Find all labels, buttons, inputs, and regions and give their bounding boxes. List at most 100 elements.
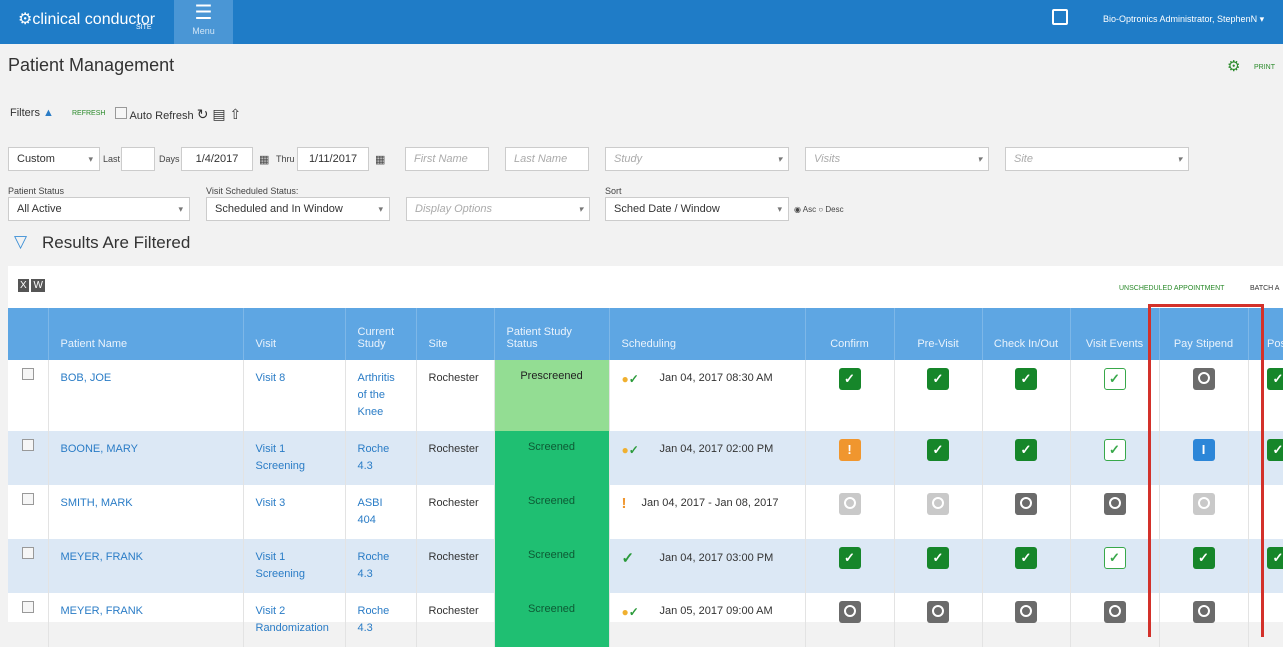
status-icon[interactable]: I <box>1192 439 1215 461</box>
status-icon[interactable] <box>838 601 861 623</box>
status-icon[interactable] <box>1192 601 1215 623</box>
schedule-text: Jan 04, 2017 08:30 AM <box>659 372 773 385</box>
status-icon[interactable] <box>927 601 949 623</box>
status-icon[interactable]: ✓ <box>1267 439 1283 461</box>
status-icon[interactable]: ✓ <box>1267 547 1283 569</box>
status-icon[interactable]: ✓ <box>1267 368 1283 390</box>
patient-status-select[interactable]: All Active <box>8 197 190 221</box>
link[interactable]: MEYER, FRANK <box>60 551 144 563</box>
filters-toggle[interactable]: Filters ▲ <box>10 107 54 119</box>
status-icon[interactable] <box>838 493 861 515</box>
schedule-text: Jan 04, 2017 03:00 PM <box>659 551 774 564</box>
cell-text: Rochester <box>428 605 479 617</box>
visit-status-select[interactable]: Scheduled and In Window <box>206 197 390 221</box>
status-icon[interactable] <box>1192 368 1215 390</box>
cell: Roche 4.3 <box>345 593 417 647</box>
status-icon[interactable]: ✓ <box>927 547 949 569</box>
link[interactable]: BOONE, MARY <box>60 443 138 455</box>
range-select[interactable]: Custom <box>8 147 100 171</box>
print-link[interactable]: PRINT <box>1254 64 1275 71</box>
to-date[interactable]: 1/11/2017 <box>297 147 369 171</box>
status-icon[interactable] <box>1103 601 1126 623</box>
visits-select[interactable]: Visits <box>805 147 989 171</box>
cal-icon[interactable]: ▦ <box>375 154 386 166</box>
status-icon[interactable] <box>1192 493 1215 515</box>
status-icon[interactable]: ✓ <box>1015 368 1037 390</box>
sort-order[interactable]: ◉ Asc ○ Desc <box>794 205 844 214</box>
link[interactable]: Visit 3 <box>255 497 286 509</box>
status-icon[interactable]: ✓ <box>1192 547 1215 569</box>
link[interactable]: MEYER, FRANK <box>60 605 144 617</box>
link[interactable]: ASBI 404 <box>357 497 383 526</box>
link[interactable]: Visit 1 Screening <box>255 443 306 472</box>
status-icon-cell: ✓ <box>894 431 983 485</box>
cal-icon[interactable]: ▦ <box>259 154 270 166</box>
cell: Visit 3 <box>243 485 346 539</box>
batch-link[interactable]: BATCH A <box>1250 285 1280 292</box>
link[interactable]: Roche 4.3 <box>357 551 390 580</box>
placeholder: Last Name <box>514 153 568 165</box>
row-checkbox[interactable] <box>21 439 34 451</box>
status-icon[interactable] <box>927 493 949 515</box>
menu-button[interactable]: ☰ Menu <box>174 0 233 44</box>
link[interactable]: SMITH, MARK <box>60 497 133 509</box>
row-checkbox[interactable] <box>21 547 34 559</box>
logo[interactable]: ⚙clinical conductor <box>18 11 156 28</box>
status-icon[interactable]: ! <box>838 439 861 461</box>
status-icon[interactable]: ✓ <box>1015 439 1037 461</box>
placeholder: First Name <box>414 153 468 165</box>
refresh-link[interactable]: REFRESH <box>72 110 106 117</box>
link[interactable]: Roche 4.3 <box>357 605 390 634</box>
link[interactable]: Visit 2 Randomization <box>255 605 329 634</box>
auto-refresh[interactable]: Auto Refresh ↻ ▤ ⇧ <box>115 106 241 123</box>
from-date[interactable]: 1/4/2017 <box>181 147 253 171</box>
display-options-select[interactable]: Display Options <box>406 197 590 221</box>
select-value: Sched Date / Window <box>614 203 720 215</box>
status-icon[interactable]: ✓ <box>1103 439 1126 461</box>
status-icon[interactable]: ✓ <box>1103 547 1126 569</box>
status-icon[interactable]: ✓ <box>838 368 861 390</box>
status-icon[interactable]: ✓ <box>1015 547 1037 569</box>
row-checkbox[interactable] <box>21 368 34 380</box>
to-value: 1/11/2017 <box>308 153 358 165</box>
status-icon-cell: ✓ <box>1159 539 1249 593</box>
site-select[interactable]: Site <box>1005 147 1189 171</box>
status-icon[interactable]: ✓ <box>838 547 861 569</box>
link[interactable]: Visit 8 <box>255 372 286 384</box>
status-icon-cell <box>1070 485 1160 539</box>
filters-label: Filters <box>10 107 40 119</box>
study-select[interactable]: Study <box>605 147 789 171</box>
first-name-input[interactable]: First Name <box>405 147 489 171</box>
column-header: Site <box>416 308 495 360</box>
link[interactable]: Roche 4.3 <box>357 443 390 472</box>
calendar-icon[interactable] <box>1052 9 1068 25</box>
status-icon[interactable]: ✓ <box>927 368 949 390</box>
row-checkbox[interactable] <box>21 601 34 613</box>
status-icon[interactable] <box>1015 601 1037 623</box>
row-checkbox[interactable] <box>21 493 34 505</box>
status-icon-cell <box>1159 360 1249 431</box>
cell: Rochester <box>416 431 495 485</box>
status-icon-cell: ✓ <box>805 360 895 431</box>
sort-label: Sort <box>605 186 622 196</box>
ring <box>1197 605 1210 618</box>
link[interactable]: BOB, JOE <box>60 372 112 384</box>
header-row: Patient Name Visit Current Study Site Patien… <box>8 308 1283 360</box>
last-name-input[interactable]: Last Name <box>505 147 589 171</box>
days-input[interactable] <box>121 147 155 171</box>
column-header: Confirm <box>805 308 895 360</box>
status-icon[interactable]: ✓ <box>927 439 949 461</box>
select-cell <box>8 431 49 485</box>
link[interactable]: Arthritis of the Knee <box>357 372 395 418</box>
status-icon[interactable] <box>1015 493 1037 515</box>
unscheduled-link[interactable]: UNSCHEDULED APPOINTMENT <box>1119 285 1225 292</box>
link[interactable]: Visit 1 Screening <box>255 551 306 580</box>
sort-select[interactable]: Sched Date / Window <box>605 197 789 221</box>
ring <box>843 497 856 510</box>
status-icon-cell: ✓ <box>982 431 1071 485</box>
status-icon[interactable] <box>1103 493 1126 515</box>
settings-icon[interactable]: ⚙ <box>1227 58 1241 75</box>
export-icons[interactable]: X W <box>18 279 45 292</box>
user-menu[interactable]: Bio-Optronics Administrator, StephenN ▾ <box>1103 14 1265 24</box>
status-icon[interactable]: ✓ <box>1103 368 1126 390</box>
